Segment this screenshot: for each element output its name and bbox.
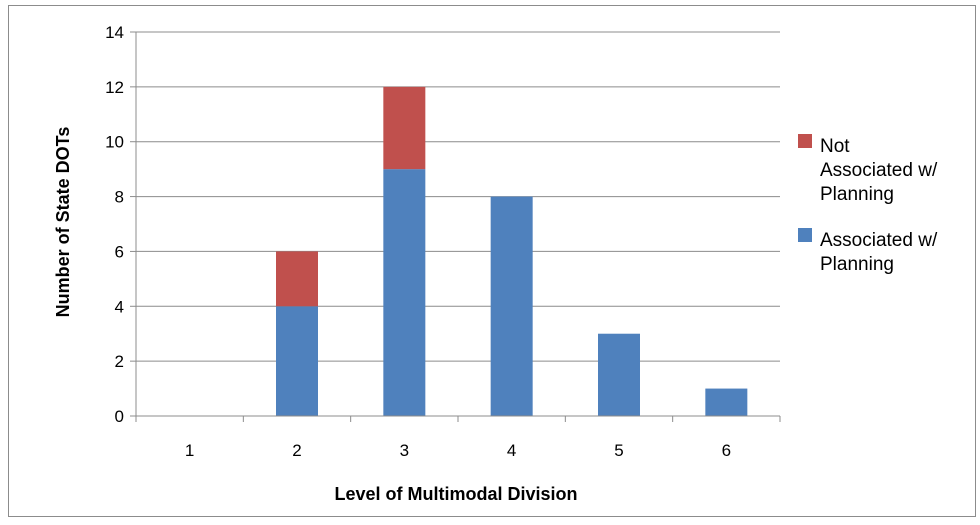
y-tick-label: 2: [115, 352, 124, 371]
y-tick-label: 14: [105, 23, 124, 42]
y-axis-title: Number of State DOTs: [53, 127, 73, 318]
bar-segment: [705, 388, 748, 416]
legend-label: Associated w/: [820, 160, 938, 181]
x-tick-labels: 1 2 3 4 5 6: [185, 441, 731, 460]
x-tick-label: 5: [614, 441, 623, 460]
y-tick-label: 8: [115, 188, 124, 207]
bar-segment: [383, 86, 426, 170]
x-tick-label: 1: [185, 441, 194, 460]
x-tick-label: 3: [400, 441, 409, 460]
x-tick-label: 6: [722, 441, 731, 460]
legend-label: Planning: [820, 254, 894, 275]
y-tick-labels: 0 2 4 6 8 10 12 14: [105, 23, 124, 426]
bar-segment: [490, 196, 533, 416]
bar-segment: [276, 251, 318, 307]
legend-swatch: [798, 228, 812, 242]
y-tick-label: 12: [105, 78, 124, 97]
bar-segment: [383, 169, 426, 416]
bar-segment: [276, 306, 318, 416]
gridlines: [136, 31, 780, 362]
legend-label: Planning: [820, 184, 894, 205]
axes: [130, 31, 781, 422]
y-tick-label: 0: [115, 407, 124, 426]
x-tick-label: 2: [292, 441, 301, 460]
x-tick-label: 4: [507, 441, 516, 460]
legend-swatch: [798, 134, 812, 148]
legend-label: Not: [820, 136, 850, 157]
bar-segment: [598, 333, 640, 416]
legend-label: Associated w/: [820, 230, 938, 251]
y-tick-label: 4: [115, 297, 124, 316]
y-tick-label: 6: [115, 242, 124, 261]
y-tick-label: 10: [105, 133, 124, 152]
x-axis-title: Level of Multimodal Division: [334, 484, 577, 504]
bars: [276, 86, 748, 416]
legend: Not Associated w/Planning Associated w/Pla…: [798, 134, 938, 275]
